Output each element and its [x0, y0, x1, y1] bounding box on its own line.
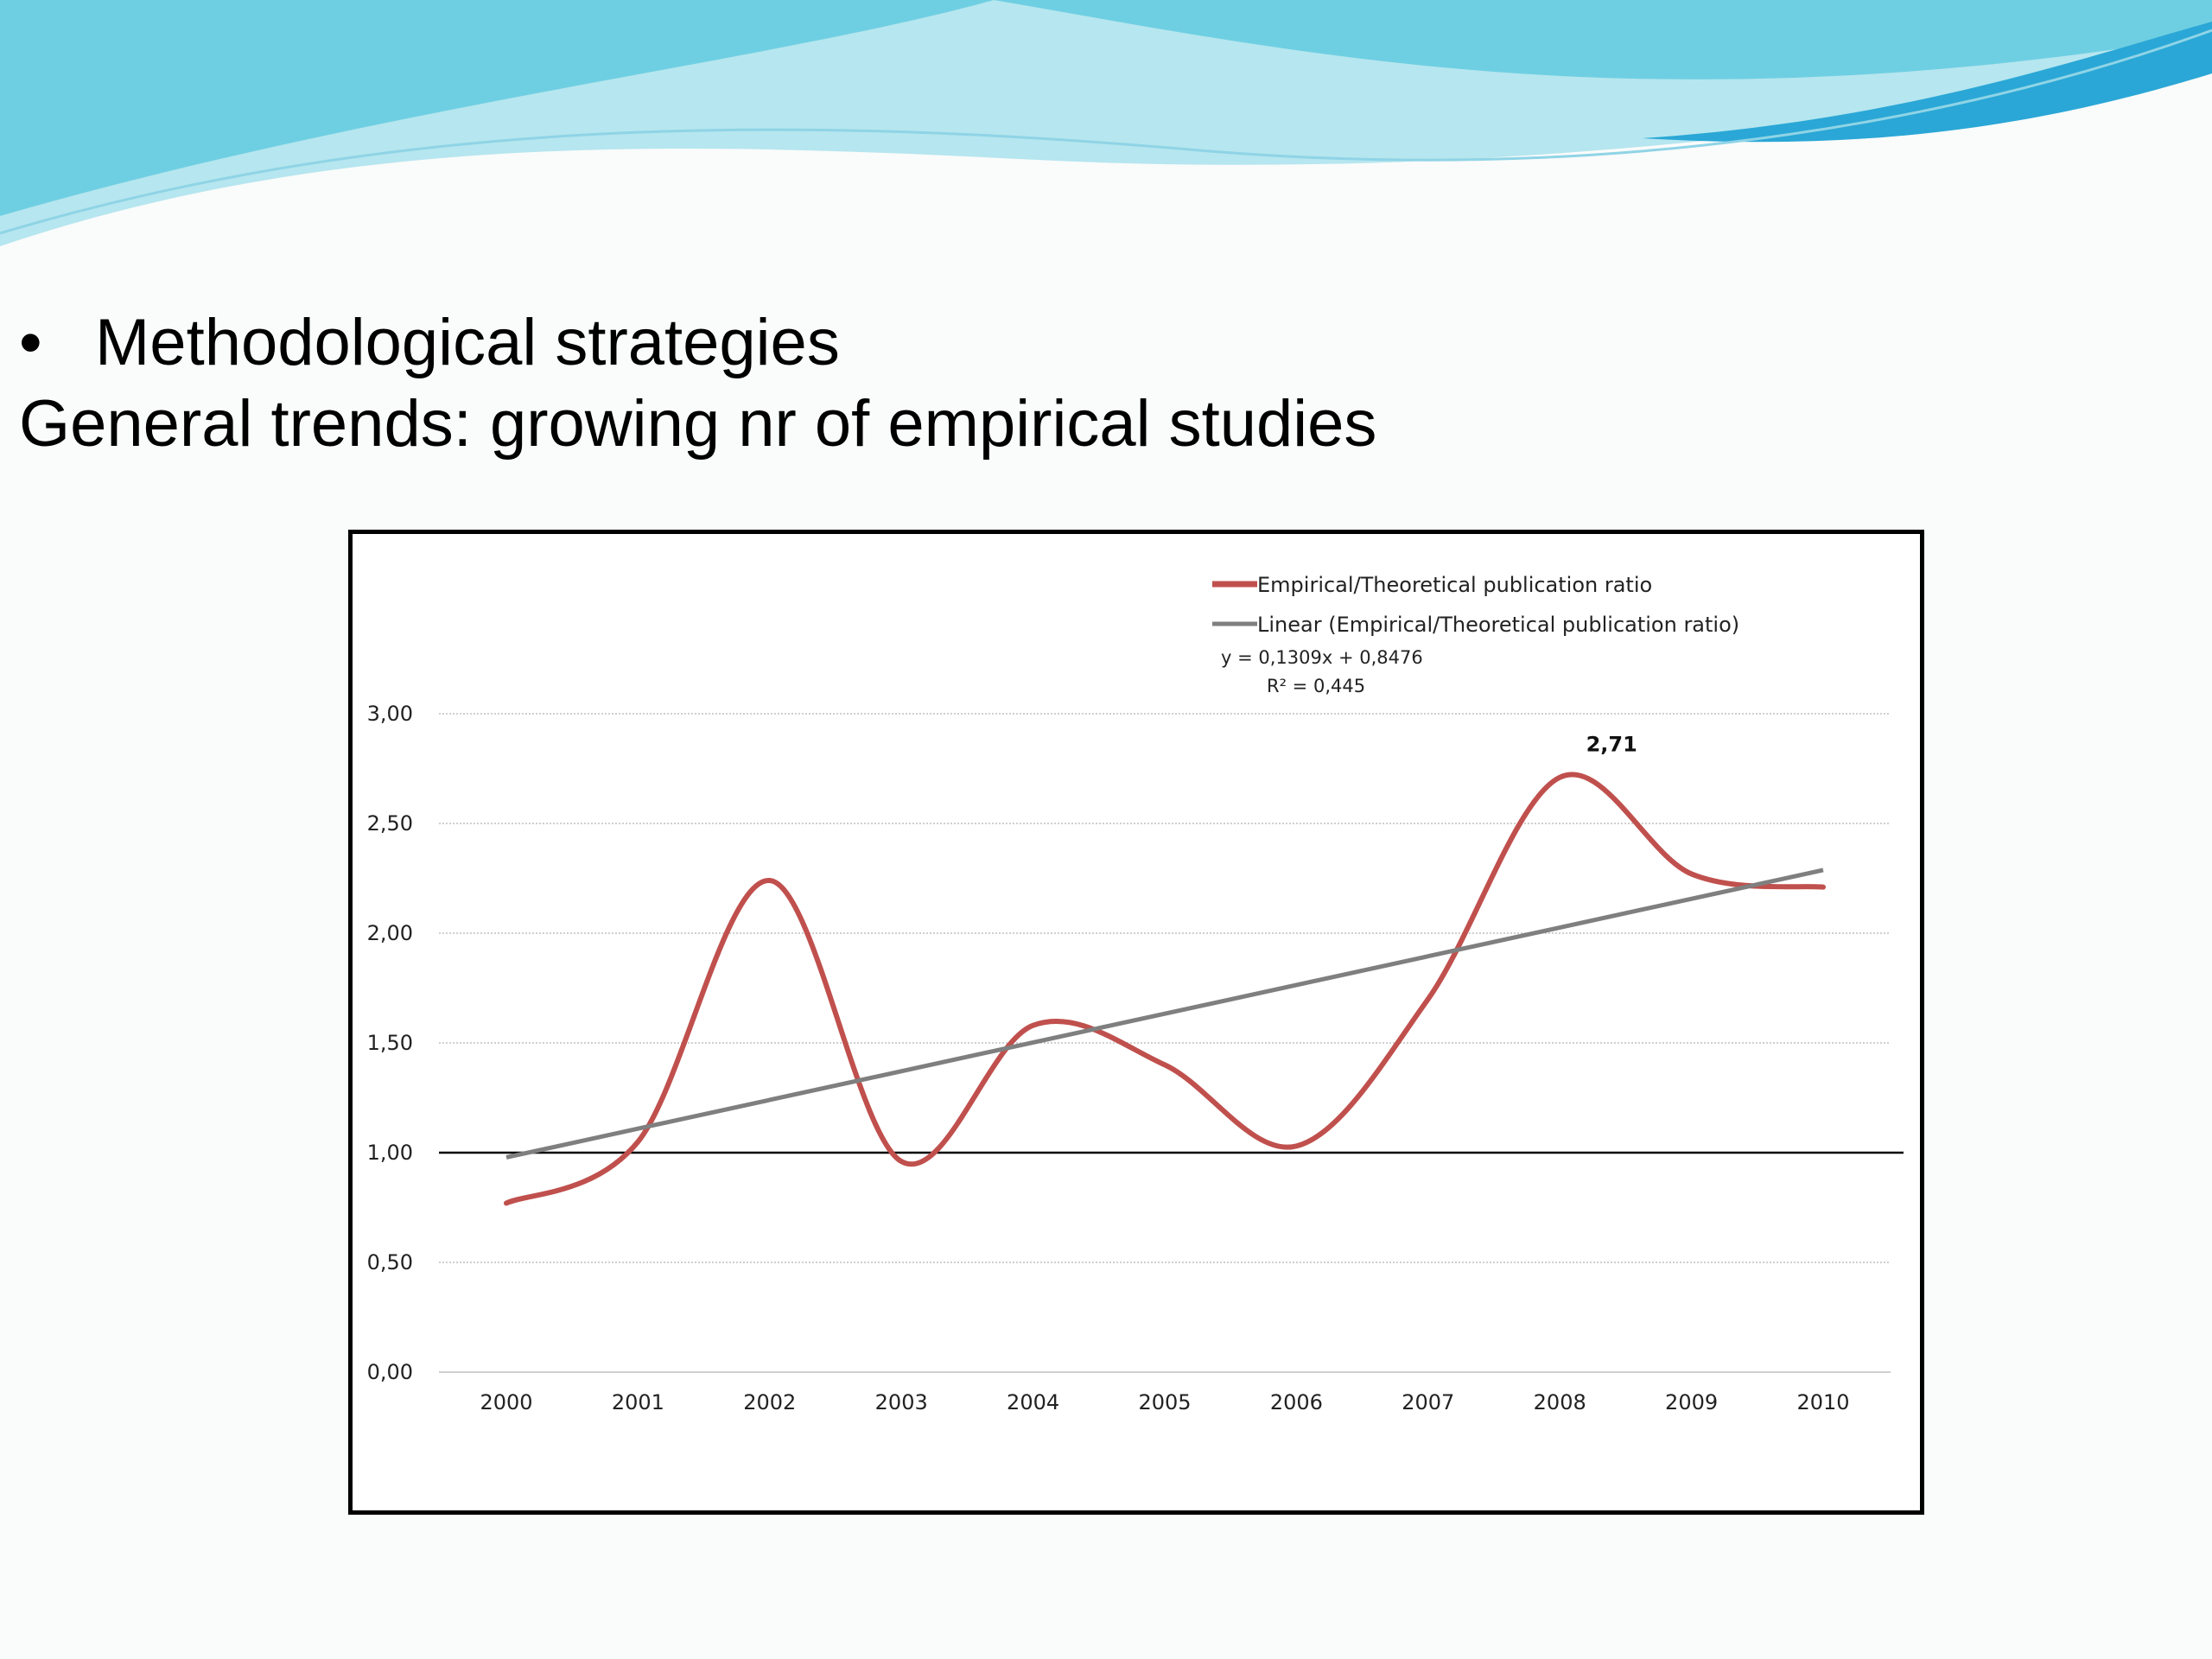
y-tick-label: 3,00	[367, 702, 413, 726]
chart-frame: 0,00 0,50 1,00 1,50 2,00 2,50 3,00 2000 2001 200…	[348, 530, 1924, 1515]
y-axis-ticks: 0,00 0,50 1,00 1,50 2,00 2,50 3,00	[367, 702, 413, 1384]
x-tick-label: 2005	[1138, 1390, 1191, 1414]
x-tick-label: 2006	[1270, 1390, 1323, 1414]
y-tick-label: 2,00	[367, 921, 413, 945]
x-tick-label: 2008	[1534, 1390, 1586, 1414]
legend-label-trend: Linear (Empirical/Theoretical publicatio…	[1257, 613, 1739, 637]
trendline-linear	[505, 868, 1824, 1160]
line-chart: 0,000,501,001,502,002,503,00 2000 2001 200…	[367, 573, 1904, 1414]
legend: Empirical/Theoretical publication ratio …	[1212, 573, 1739, 637]
gridlines	[439, 713, 1891, 1373]
y-tick-label: 1,00	[367, 1141, 413, 1165]
legend-label-series: Empirical/Theoretical publication ratio	[1257, 573, 1652, 597]
wave-dark	[1642, 22, 2212, 143]
x-tick-label: 2009	[1665, 1390, 1718, 1414]
x-tick-label: 2000	[480, 1390, 532, 1414]
x-tick-label: 2001	[612, 1390, 664, 1414]
wave-mid	[0, 0, 2212, 216]
x-tick-label: 2007	[1402, 1390, 1454, 1414]
data-label-2008: 2,71	[1586, 733, 1637, 757]
slide-subtitle: General trends: growing nr of empirical …	[19, 387, 1377, 461]
x-tick-label: 2004	[1007, 1390, 1059, 1414]
trend-r-squared: R² = 0,445	[1267, 676, 1365, 696]
x-axis-ticks: 2000 2001 2002 2003 2004 2005 2006 2007 2008 2009…	[480, 1390, 1849, 1414]
bullet-item: • Methodological strategies	[19, 304, 840, 382]
y-tick-label: 0,00	[367, 1360, 413, 1384]
x-tick-label: 2003	[875, 1390, 928, 1414]
wave-thin-line	[0, 29, 2212, 235]
x-tick-label: 2002	[743, 1390, 796, 1414]
bullet-symbol: •	[19, 306, 42, 379]
header-wave-decoration	[0, 0, 2212, 246]
bullet-text: Methodological strategies	[95, 306, 840, 379]
series-line-empirical-theoretical	[504, 772, 1826, 1206]
x-tick-label: 2010	[1796, 1390, 1849, 1414]
trend-equation: y = 0,1309x + 0,8476	[1221, 647, 1423, 668]
y-tick-label: 0,50	[367, 1250, 413, 1274]
y-tick-label: 2,50	[367, 811, 413, 836]
y-tick-label: 1,50	[367, 1031, 413, 1055]
